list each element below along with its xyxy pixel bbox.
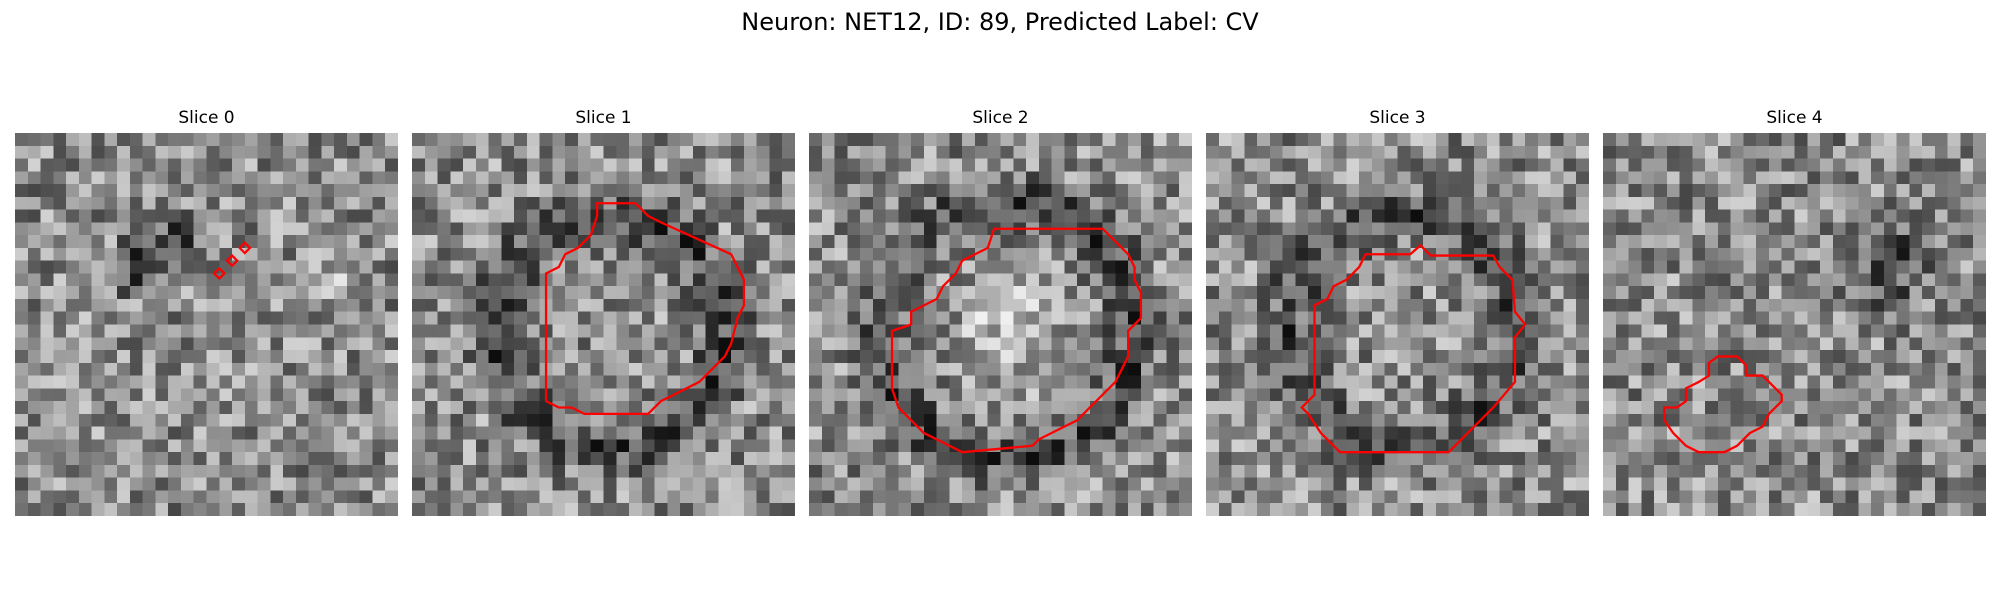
slice-2-pixels <box>809 133 1192 516</box>
slice-0-contour <box>212 241 252 281</box>
slice-4-title: Slice 4 <box>1766 108 1823 128</box>
slice-0-title: Slice 0 <box>178 108 235 128</box>
slice-1-pixels <box>412 133 795 516</box>
slice-2-image <box>809 133 1192 516</box>
slice-0-image <box>15 133 398 516</box>
slice-2-contour <box>890 227 1143 454</box>
slice-3-image <box>1206 133 1589 516</box>
slice-4-image <box>1603 133 1986 516</box>
slice-3-title: Slice 3 <box>1369 108 1426 128</box>
slice-1-image <box>412 133 795 516</box>
slice-0-pixels <box>15 133 398 516</box>
slice-3-pixels <box>1206 133 1589 516</box>
figure-title: Neuron: NET12, ID: 89, Predicted Label: … <box>741 8 1259 36</box>
slice-3-contour <box>1300 243 1527 454</box>
slice-4-contour <box>1663 355 1783 454</box>
slice-1-contour <box>544 202 746 416</box>
slice-4-pixels <box>1603 133 1986 516</box>
slice-2-title: Slice 2 <box>972 108 1029 128</box>
slice-1-title: Slice 1 <box>575 108 632 128</box>
